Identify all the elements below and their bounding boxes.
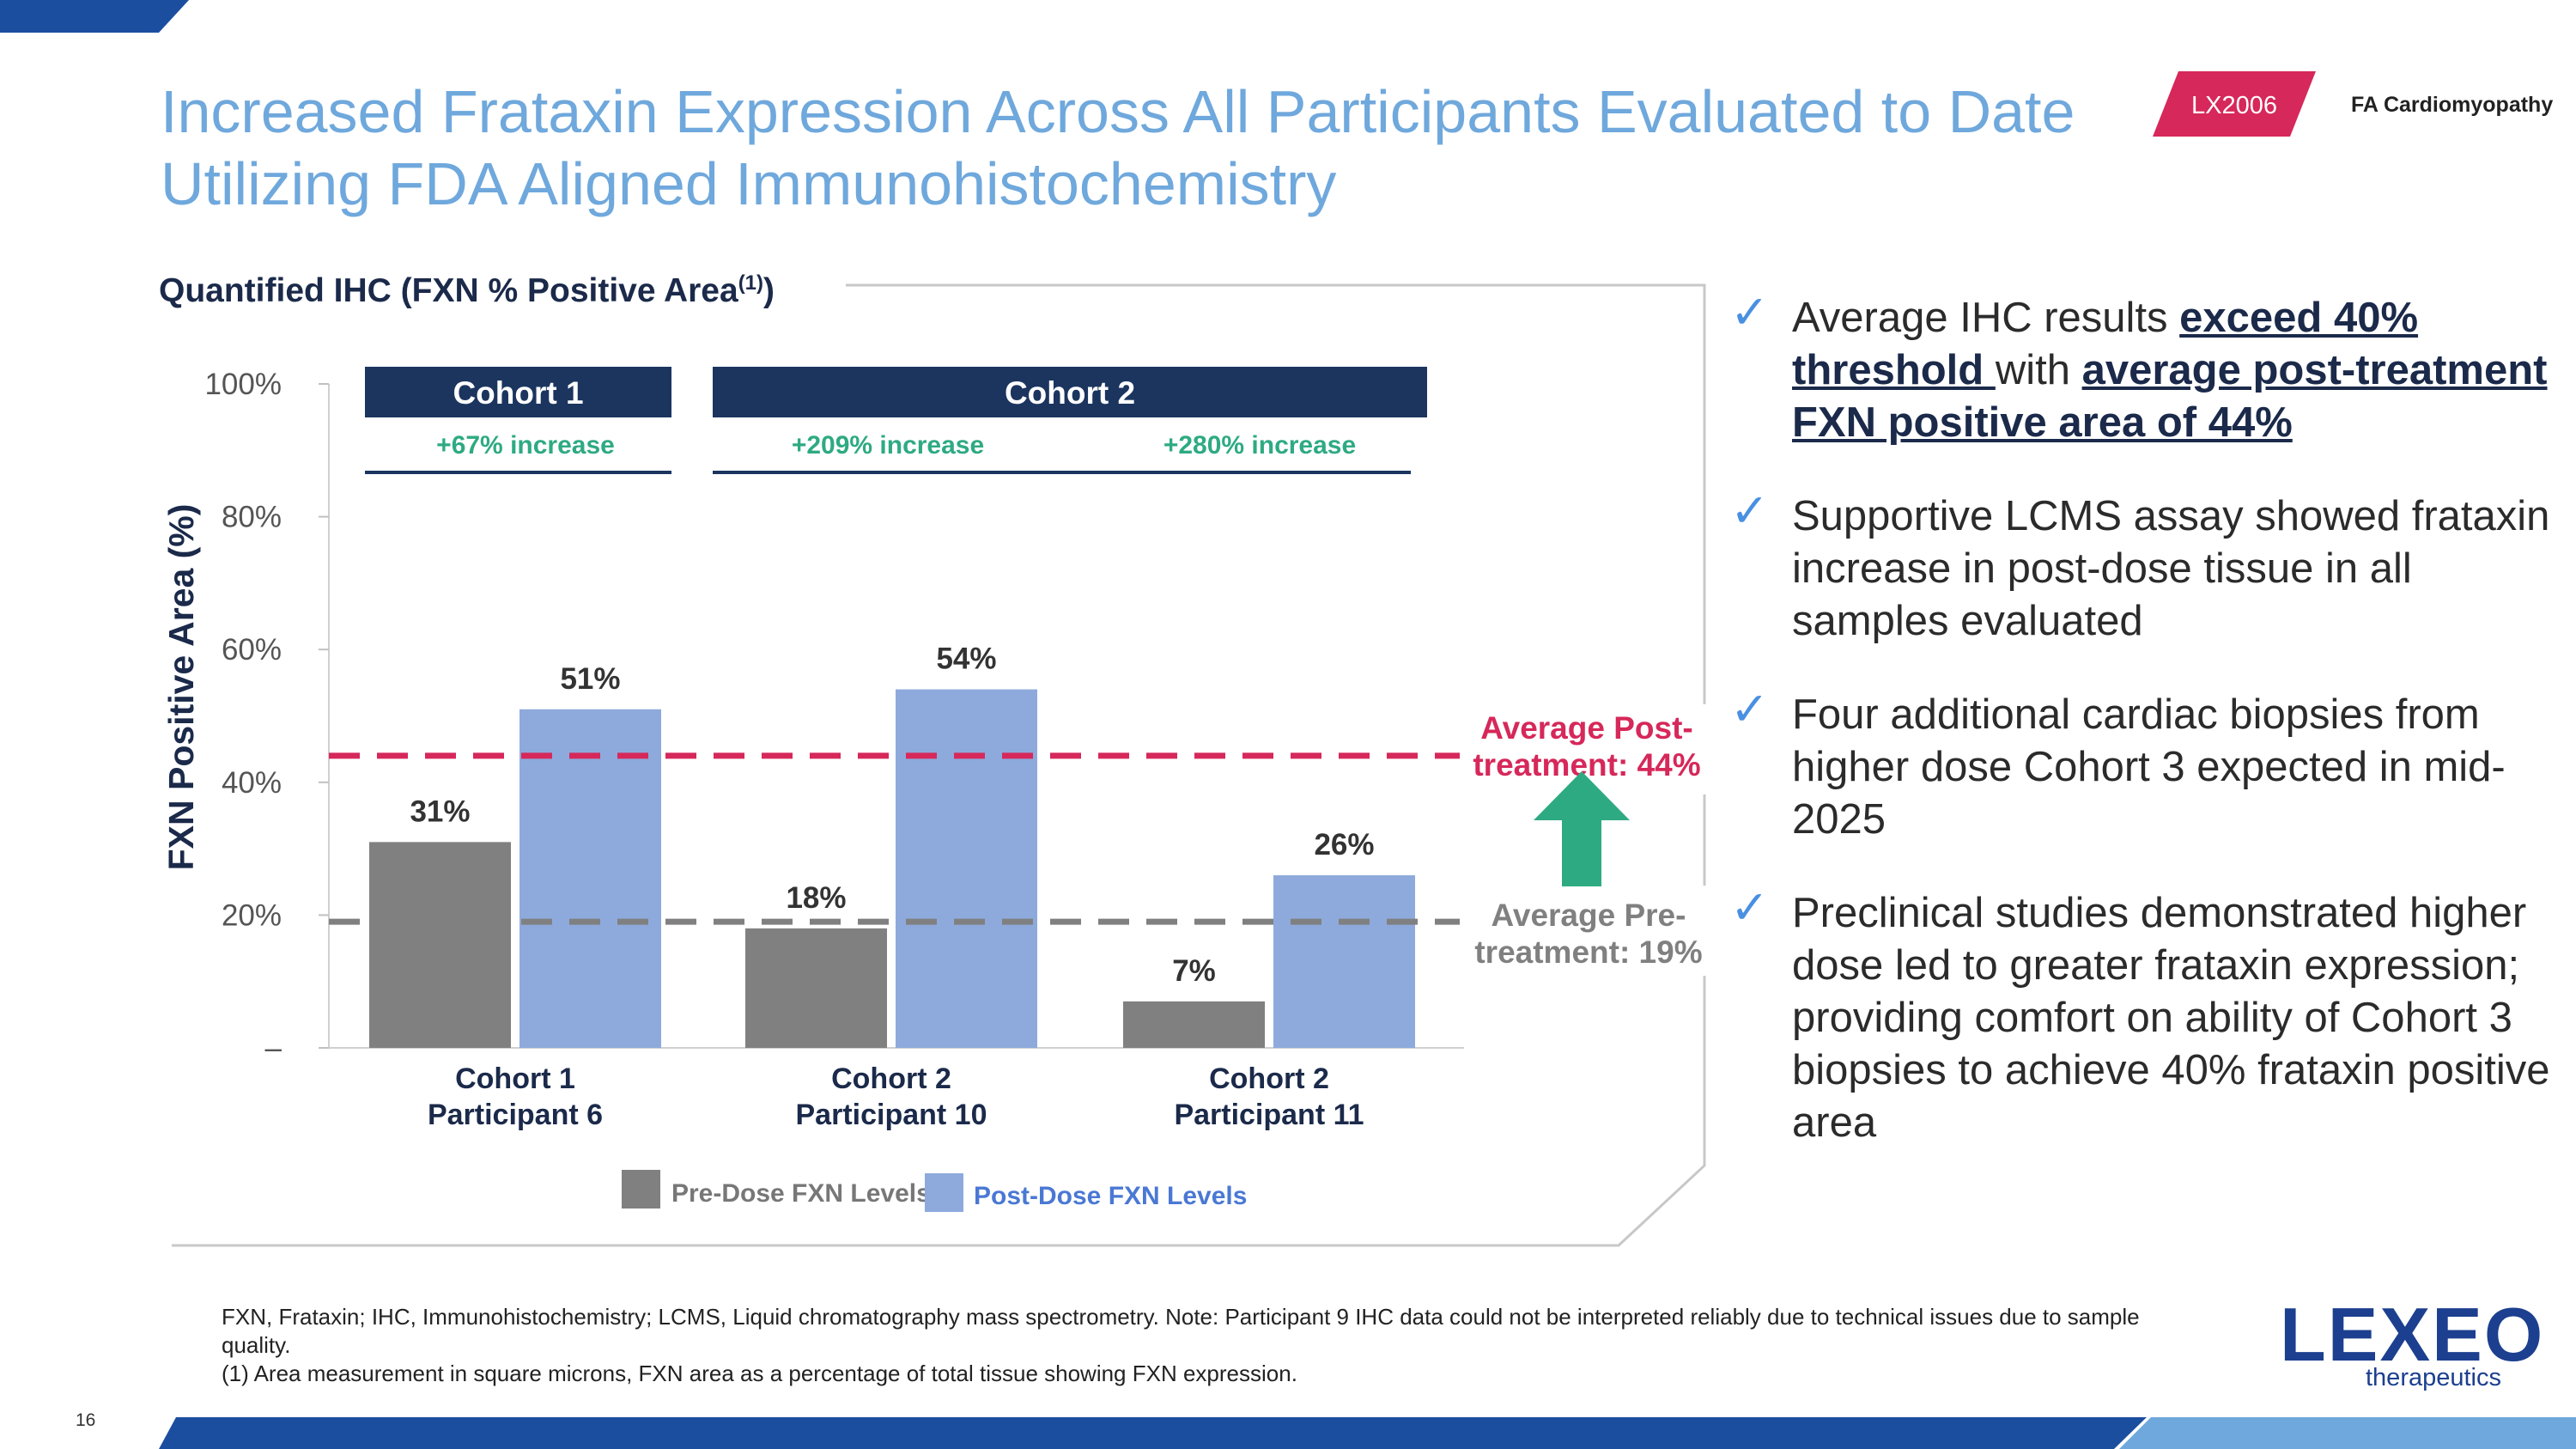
title-line-1: Increased Frataxin Expression Across All… (161, 78, 2075, 145)
increase-arrow-icon (1534, 771, 1630, 886)
area-tag: FA Cardiomyopathy (2351, 93, 2554, 117)
checkmark-icon: ✓ (1730, 287, 1770, 338)
chart-subtitle-footnote-ref: (1) (738, 271, 764, 295)
ref-label-bg (1460, 886, 1709, 977)
bullet-text: Four additional cardiac biopsies from hi… (1792, 691, 2506, 843)
avg-post-label-line2: treatment: 44% (1473, 747, 1700, 782)
company-logo: LEXEO therapeutics (2280, 1292, 2545, 1392)
post-dose-bar (1273, 875, 1415, 1048)
chart-subtitle-text: Quantified IHC (FXN % Positive Area (159, 272, 738, 309)
chart-subtitle-close: ) (763, 272, 775, 309)
category-label-line2: Participant 10 (796, 1099, 987, 1131)
cohort-header-bg (365, 367, 671, 417)
bullet-item: ✓ Supportive LCMS assay showed frataxin i… (1730, 485, 2555, 648)
bullet-text: Preclinical studies demonstrated higher … (1792, 890, 2550, 1146)
footnote: FXN, Frataxin; IHC, Immunohistochemistry… (222, 1303, 2196, 1388)
bar-value-label: 7% (1172, 954, 1216, 988)
footnote-line-2: (1) Area measurement in square microns, … (222, 1361, 1297, 1386)
checkmark-icon: ✓ (1730, 882, 1770, 934)
bullet-text: Supportive LCMS assay showed frataxin in… (1792, 493, 2550, 644)
bar-chart: – 20% 40% 60% 80% 100% FXN Positive Area (%) 31… (161, 367, 1717, 1212)
bullet-item: ✓ Four additional cardiac biopsies from h… (1730, 684, 2555, 846)
product-tag: LX2006 (2153, 71, 2316, 137)
category-label-line1: Cohort 1 (455, 1062, 575, 1095)
bar-value-label: 51% (560, 662, 620, 696)
chart-subtitle: Quantified IHC (FXN % Positive Area(1)) (159, 271, 775, 310)
cohort-header-label: Cohort 1 (453, 375, 583, 411)
checkmark-icon: ✓ (1730, 684, 1770, 735)
bullet-item: ✓ Preclinical studies demonstrated higher… (1730, 882, 2555, 1149)
y-tick-label: 60% (222, 633, 282, 667)
post-dose-bar (896, 689, 1037, 1048)
post-dose-bar (519, 709, 661, 1048)
category-label-line2: Participant 11 (1174, 1099, 1364, 1131)
top-ribbon (0, 0, 189, 33)
bullet-highlight: average post-treatment FXN positive area… (1792, 347, 2548, 446)
avg-post-label-line1: Average Post- (1480, 710, 1692, 746)
avg-pre-label-line2: treatment: 19% (1474, 935, 1702, 970)
cohort-header-bg (713, 367, 1427, 417)
bullet-list: ✓ Average IHC results exceed 40% threshol… (1730, 287, 2555, 1190)
title-line-2: Utilizing FDA Aligned Immunohistochemist… (161, 150, 1337, 217)
pre-dose-bar (1123, 1001, 1265, 1048)
pre-dose-bar (745, 928, 887, 1048)
logo-wordmark: LEXEO (2280, 1292, 2545, 1377)
y-axis-label: FXN Positive Area (%) (161, 504, 201, 871)
bar-value-label: 31% (410, 795, 470, 828)
legend-label-pre: Pre-Dose FXN Levels (671, 1179, 931, 1208)
bar-value-label: 26% (1314, 828, 1374, 861)
legend-label-post: Post-Dose FXN Levels (974, 1182, 1247, 1210)
category-label-line1: Cohort 2 (831, 1062, 951, 1095)
bar-value-label: 54% (936, 642, 996, 676)
category-label-line1: Cohort 2 (1209, 1062, 1329, 1095)
category-label-line2: Participant 6 (428, 1099, 603, 1131)
product-tag-bg (2153, 71, 2316, 137)
bullet-text: with (1995, 347, 2082, 393)
bullet-highlight: exceed 40% threshold (1792, 295, 2419, 393)
y-tick-label: – (265, 1032, 283, 1065)
checkmark-icon: ✓ (1730, 485, 1770, 537)
bar-value-label: 18% (786, 881, 846, 915)
page-title: Increased Frataxin Expression Across All… (161, 76, 2153, 220)
increase-label: +67% increase (436, 431, 615, 460)
product-tag-label: LX2006 (2191, 92, 2277, 119)
avg-pre-label-line1: Average Pre- (1492, 898, 1686, 933)
cohort-header-label: Cohort 2 (1005, 375, 1135, 411)
increase-label: +280% increase (1163, 431, 1356, 460)
y-tick-label: 20% (222, 898, 282, 932)
logo-subtext: therapeutics (2366, 1364, 2501, 1391)
footnote-line-1: FXN, Frataxin; IHC, Immunohistochemistry… (222, 1304, 2140, 1358)
legend-swatch-post (925, 1173, 963, 1212)
bullet-text: Average IHC results (1792, 295, 2180, 341)
footer-bar-accent (2119, 1417, 2576, 1449)
y-tick-label: 40% (222, 766, 282, 800)
pre-dose-bar (369, 842, 511, 1048)
footer-bar (159, 1417, 2147, 1449)
increase-label: +209% increase (792, 431, 984, 460)
page-number: 16 (76, 1410, 96, 1430)
y-tick-label: 100% (204, 368, 282, 401)
legend-swatch-pre (622, 1170, 660, 1209)
chart-frame (172, 283, 1706, 1247)
y-tick-label: 80% (222, 501, 282, 534)
bullet-item: ✓ Average IHC results exceed 40% threshol… (1730, 287, 2555, 449)
